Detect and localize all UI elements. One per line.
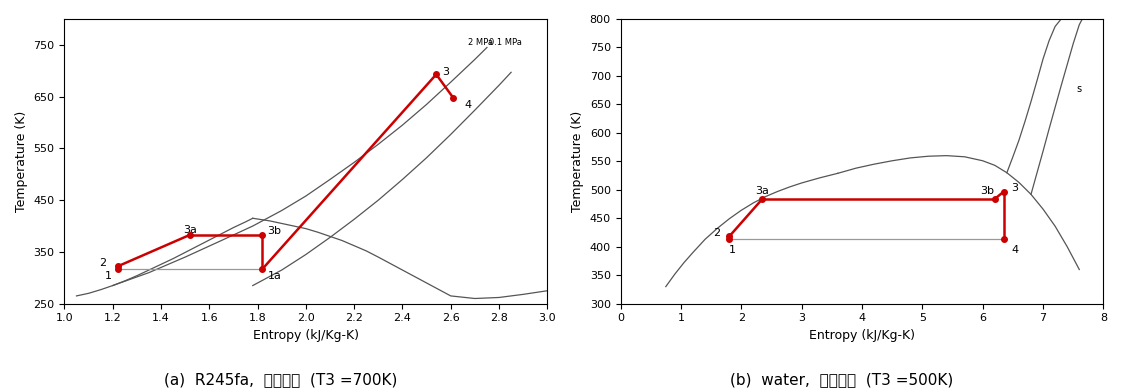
Text: 4: 4 (465, 100, 471, 110)
X-axis label: Entropy (kJ/Kg-K): Entropy (kJ/Kg-K) (809, 329, 914, 342)
Text: 3a: 3a (183, 225, 196, 235)
Text: 3b: 3b (981, 186, 994, 196)
Y-axis label: Temperature (K): Temperature (K) (15, 111, 28, 212)
Text: 3b: 3b (267, 226, 282, 236)
Text: 2: 2 (100, 258, 107, 268)
Text: 2 MPa: 2 MPa (468, 38, 493, 47)
X-axis label: Entropy (kJ/Kg-K): Entropy (kJ/Kg-K) (252, 329, 359, 342)
Y-axis label: Temperature (K): Temperature (K) (571, 111, 585, 212)
Text: 1: 1 (104, 271, 111, 281)
Text: 1: 1 (728, 244, 736, 255)
Text: 1a: 1a (267, 271, 282, 281)
Text: (a)  R245fa,  고온열원  (T3 =700K): (a) R245fa, 고온열원 (T3 =700K) (164, 372, 397, 387)
Text: 3a: 3a (755, 186, 770, 196)
Text: 3: 3 (442, 67, 450, 77)
Text: 3: 3 (1011, 183, 1018, 193)
Text: (b)  water,  저온열원  (T3 =500K): (b) water, 저온열원 (T3 =500K) (730, 372, 953, 387)
Text: 2: 2 (714, 227, 720, 237)
Text: 4: 4 (1011, 244, 1019, 255)
Text: 0.1 MPa: 0.1 MPa (489, 38, 522, 47)
Text: s: s (1076, 84, 1082, 94)
